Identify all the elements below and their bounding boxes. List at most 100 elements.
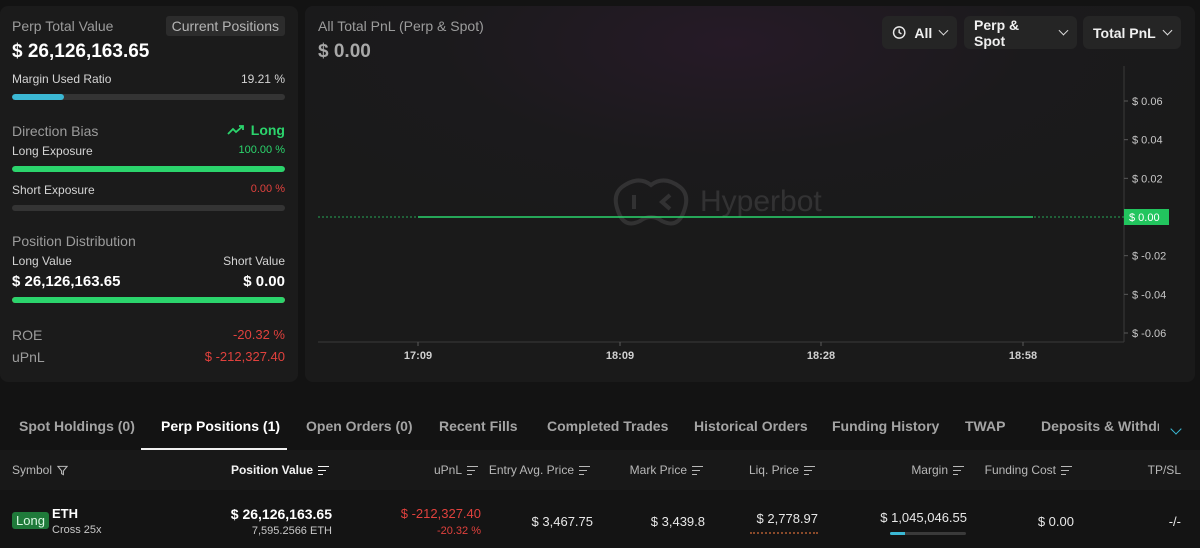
market-value: Perp & Spot: [974, 16, 1020, 49]
long-exposure-label: Long Exposure: [12, 144, 93, 158]
upnl-value: $ -212,327.40: [204, 349, 285, 364]
roe-label: ROE: [12, 327, 43, 343]
tab-spot-holdings[interactable]: Spot Holdings (0): [19, 418, 135, 434]
clock-icon: [892, 26, 906, 39]
liq-price-distance-indicator: [750, 532, 818, 534]
chart-value: $ 0.00: [318, 41, 371, 62]
row-upnl: $ -212,327.40: [400, 506, 481, 521]
y-tick-label: $ 0.06: [1132, 96, 1163, 108]
long-value-label: Long Value: [12, 254, 72, 268]
symbol-column-header[interactable]: Symbol: [12, 463, 69, 477]
entry-avg-price-header-label: Entry Avg. Price: [488, 463, 574, 477]
funding-cost: $ 0.00: [1037, 514, 1074, 529]
row-upnl-percent: -20.32 %: [436, 525, 481, 537]
position-value-column-header[interactable]: Position Value: [231, 463, 329, 477]
long-exposure-value: 100.00 %: [238, 144, 285, 156]
entry-avg-price: $ 3,467.75: [531, 514, 593, 529]
position-size: 7,595.2566 ETH: [251, 525, 332, 537]
y-tick-label: $ -0.02: [1132, 251, 1166, 263]
leverage-label: Cross 25x: [52, 524, 102, 536]
margin-column-header[interactable]: Margin: [911, 463, 964, 477]
sort-icon: [804, 465, 815, 475]
tpsl-header-label: TP/SL: [1147, 463, 1181, 477]
short-value-label: Short Value: [223, 254, 285, 268]
time-range-dropdown[interactable]: All: [882, 16, 957, 49]
funding-cost-column-header[interactable]: Funding Cost: [985, 463, 1072, 477]
direction-bias-label: Direction Bias: [12, 123, 99, 139]
market-dropdown[interactable]: Perp & Spot: [964, 16, 1077, 49]
x-tick-label: 18:58: [1009, 350, 1037, 362]
y-tick-label: $ 0.04: [1132, 135, 1163, 147]
metric-value: Total PnL: [1093, 24, 1156, 41]
direction-bias-text: Long: [250, 122, 285, 138]
watermark-text: Hyperbot: [700, 185, 822, 218]
table-row[interactable]: Long ETH Cross 25x $ 26,126,163.65 7,595…: [0, 490, 1200, 548]
position-value-header-label: Position Value: [230, 463, 313, 477]
mark-price-header-label: Mark Price: [629, 463, 687, 477]
y-tick-label: $ -0.04: [1132, 289, 1166, 301]
margin-usage-bar: [890, 532, 966, 535]
pnl-chart-card: All Total PnL (Perp & Spot) $ 0.00 All P…: [305, 6, 1195, 382]
tab-recent-fills[interactable]: Recent Fills: [439, 418, 518, 434]
upnl-label: uPnL: [12, 349, 45, 365]
position-value: $ 26,126,163.65: [230, 506, 332, 522]
liq-price-column-header[interactable]: Liq. Price: [749, 463, 815, 477]
long-exposure-bar-fill: [12, 166, 285, 172]
tab-completed-trades[interactable]: Completed Trades: [547, 418, 669, 434]
sort-icon: [579, 465, 590, 475]
x-tick-label: 17:09: [404, 350, 432, 362]
liq-price-header-label: Liq. Price: [748, 463, 799, 477]
tab-perp-positions[interactable]: Perp Positions (1): [161, 418, 281, 434]
margin-used-bar: [12, 94, 285, 100]
y-tick-label: $ 0.02: [1132, 173, 1163, 185]
tab-funding-history[interactable]: Funding History: [832, 418, 940, 434]
short-exposure-label: Short Exposure: [12, 183, 95, 197]
trending-up-icon: [227, 125, 244, 135]
filter-icon: [57, 465, 69, 476]
active-tab-underline: [141, 448, 287, 450]
margin-usage-bar-fill: [890, 532, 905, 535]
perp-total-value: $ 26,126,163.65: [12, 41, 150, 62]
hyperbot-logo-icon: [613, 178, 689, 226]
time-range-value: All: [914, 24, 933, 41]
sort-icon: [318, 465, 329, 475]
roe-value: -20.32 %: [232, 327, 285, 342]
tpsl-value[interactable]: -/-: [1168, 514, 1181, 529]
x-tick-label: 18:28: [807, 350, 835, 362]
upnl-column-header[interactable]: uPnL: [434, 463, 478, 477]
perp-total-value-label: Perp Total Value: [12, 18, 114, 34]
tabs-scroll-chevron-icon[interactable]: [1170, 420, 1182, 438]
metric-dropdown[interactable]: Total PnL: [1083, 16, 1181, 49]
position-distribution-bar: [12, 297, 285, 303]
y-tick-label: $ -0.06: [1132, 328, 1166, 340]
entry-avg-price-column-header[interactable]: Entry Avg. Price: [489, 463, 590, 477]
liq-price: $ 2,778.97: [756, 511, 818, 526]
short-value: $ 0.00: [243, 273, 285, 290]
short-exposure-bar: [12, 205, 285, 211]
tab-deposits-withdraw[interactable]: Deposits & Withdraw: [1041, 418, 1159, 434]
sort-icon: [692, 465, 703, 475]
sort-icon: [1061, 465, 1072, 475]
x-tick-label: 18:09: [606, 350, 634, 362]
position-distribution-label: Position Distribution: [12, 233, 136, 249]
mark-price: $ 3,439.8: [650, 514, 705, 529]
positions-table-header: Symbol Position Value uPnL Entry Avg. Pr…: [0, 450, 1200, 490]
margin-value: $ 1,045,046.55: [880, 510, 967, 525]
coin-symbol[interactable]: ETH: [52, 506, 78, 521]
tab-open-orders[interactable]: Open Orders (0): [306, 418, 413, 434]
sort-icon: [953, 465, 964, 475]
mark-price-column-header[interactable]: Mark Price: [630, 463, 703, 477]
tab-historical-orders[interactable]: Historical Orders: [694, 418, 808, 434]
long-exposure-bar: [12, 166, 285, 172]
upnl-header-label: uPnL: [433, 463, 462, 477]
position-distribution-bar-long: [12, 297, 285, 303]
pnl-line-chart: $ 0.06 $ 0.04 $ 0.02 $ -0.02 $ -0.04 $ -0.06 1…: [318, 66, 1169, 362]
direction-bias-value: Long: [227, 122, 285, 138]
current-positions-button[interactable]: Current Positions: [165, 16, 285, 36]
account-summary-card: Perp Total Value Current Positions $ 26,…: [0, 6, 298, 382]
margin-used-bar-fill: [12, 94, 65, 100]
margin-used-ratio-label: Margin Used Ratio: [12, 72, 112, 86]
funding-cost-header-label: Funding Cost: [984, 463, 1056, 477]
tab-twap[interactable]: TWAP: [965, 418, 1006, 434]
current-value-marker: [1124, 209, 1169, 225]
